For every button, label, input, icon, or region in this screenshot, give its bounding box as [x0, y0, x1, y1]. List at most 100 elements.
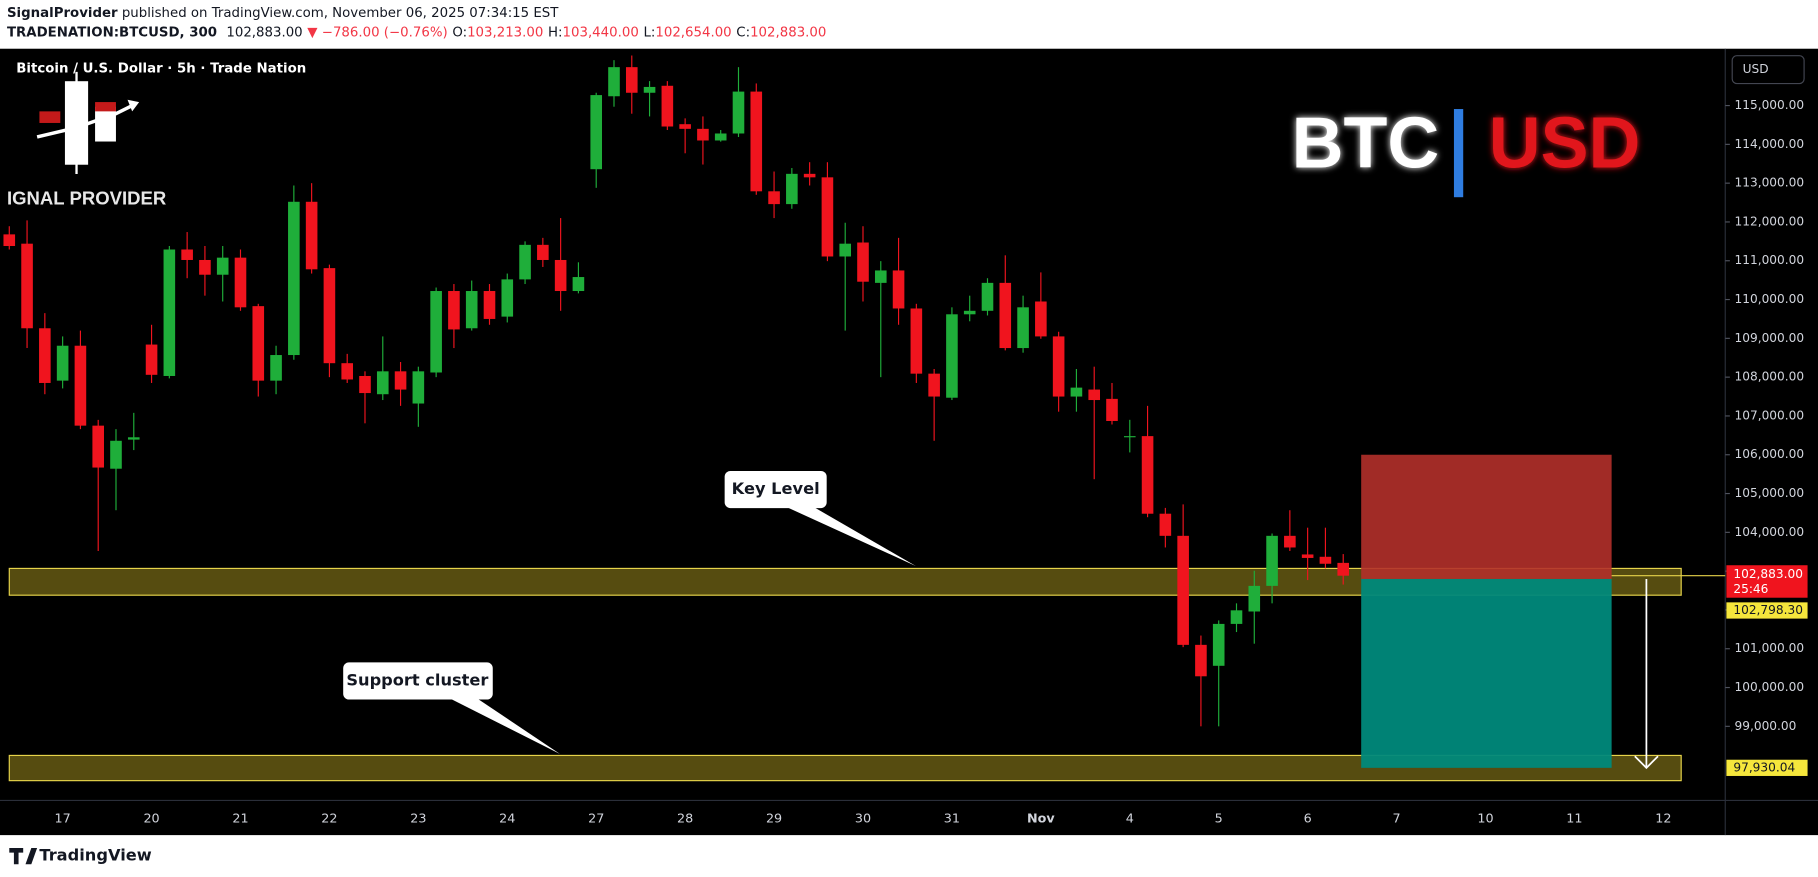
candle-body	[963, 310, 976, 315]
candle-body	[252, 306, 265, 381]
candle-body	[376, 371, 389, 395]
x-tick-label: 12	[1655, 811, 1671, 826]
candle-body	[1230, 610, 1243, 624]
x-tick-label: 31	[944, 811, 960, 826]
candle-body	[1088, 389, 1101, 401]
y-tick-label: 113,000.00	[1735, 176, 1805, 190]
candle-body	[519, 244, 531, 280]
last-price-label: 102,883.00	[1733, 567, 1803, 581]
candle-body	[483, 291, 496, 319]
candle-body	[1159, 513, 1172, 536]
callout-box	[343, 662, 493, 700]
candle-body	[394, 371, 407, 390]
candle-body	[1177, 535, 1189, 645]
y-tick-label: 112,000.00	[1735, 214, 1805, 228]
candle-body	[928, 373, 940, 397]
symbol-line: TRADENATION:BTCUSD, 300 102,883.00 ▼ −786.…	[7, 25, 826, 40]
x-tick-label: 7	[1393, 811, 1401, 826]
target-zone	[1361, 578, 1612, 768]
candle-body	[1301, 554, 1314, 558]
candle-body	[3, 234, 16, 247]
candle-body	[981, 282, 994, 311]
candle-body	[21, 243, 33, 329]
candle-body	[448, 291, 460, 330]
candle-body	[1212, 623, 1225, 666]
y-tick-label: 100,000.00	[1735, 680, 1805, 694]
candle-body	[199, 259, 211, 275]
x-tick-label: 10	[1477, 811, 1493, 826]
footer-bg	[0, 835, 1818, 877]
candle-body	[1284, 535, 1296, 548]
currency-button[interactable]	[1731, 55, 1805, 85]
footer-brand: TradingView	[39, 846, 151, 865]
candle-body	[1266, 535, 1278, 586]
candle-body	[679, 124, 691, 129]
arrow-head	[1634, 755, 1659, 770]
candle-body	[1017, 307, 1029, 349]
header-line: SignalProvider published on TradingView.…	[7, 6, 559, 21]
h-label: H:	[548, 25, 563, 40]
callout-box	[724, 470, 827, 509]
candle-body	[554, 259, 567, 292]
candle-body	[216, 257, 229, 275]
candle-body	[56, 345, 69, 381]
candle-body	[1035, 301, 1047, 337]
change: ▼ −786.00 (−0.76%)	[307, 25, 447, 40]
x-tick-label: 5	[1215, 811, 1223, 826]
countdown: 25:46	[1733, 582, 1768, 596]
candle-body	[288, 201, 300, 356]
candle-body	[39, 328, 51, 383]
h-value: 103,440.00	[563, 25, 639, 40]
x-tick-label: 24	[499, 811, 515, 826]
candle-body	[501, 279, 514, 317]
y-tick-label: 110,000.00	[1735, 292, 1805, 306]
price: 102,883.00	[226, 25, 302, 40]
candle-body	[786, 173, 798, 205]
candle-body	[590, 95, 603, 170]
candle-body	[608, 67, 620, 97]
candle-body	[750, 91, 763, 192]
y-tick-label: 114,000.00	[1735, 137, 1805, 151]
callout-pointer	[783, 505, 916, 567]
provider-logo	[36, 71, 140, 175]
candle-body	[1052, 336, 1065, 397]
author: SignalProvider	[7, 6, 118, 21]
candle-body	[341, 363, 354, 380]
candle-body	[359, 375, 371, 394]
x-tick-label: 28	[677, 811, 693, 826]
candle-body	[163, 249, 176, 376]
x-tick-label: 27	[588, 811, 604, 826]
y-tick-label: 104,000.00	[1735, 525, 1805, 539]
candle-body	[270, 355, 282, 381]
y-tick-label: 105,000.00	[1735, 486, 1805, 500]
entry-tag	[1726, 602, 1808, 619]
x-tick-label: 4	[1126, 811, 1134, 826]
published: published on TradingView.com, November 0…	[122, 6, 559, 21]
currency: USD	[1743, 62, 1769, 76]
y-tick-label: 99,000.00	[1735, 719, 1797, 733]
candle-body	[874, 270, 887, 283]
candle-body	[625, 67, 638, 93]
candle-body	[857, 242, 869, 282]
candle-body	[1141, 436, 1154, 514]
c-label: C:	[736, 25, 750, 40]
candle-body	[537, 244, 549, 260]
x-tick-label: Nov	[1027, 811, 1055, 826]
symbol: TRADENATION:BTCUSD, 300	[7, 25, 217, 40]
y-tick-label: 107,000.00	[1735, 408, 1805, 422]
candle-body	[305, 201, 318, 270]
candle-body	[430, 291, 442, 373]
candle-body	[910, 308, 923, 374]
x-tick-label: 11	[1566, 811, 1582, 826]
candle-body	[1106, 398, 1118, 421]
candle-body	[145, 344, 158, 375]
callout-text: Support cluster	[346, 670, 488, 689]
x-tick-label: 30	[855, 811, 871, 826]
candle-body	[92, 425, 105, 468]
y-tick-label: 106,000.00	[1735, 447, 1805, 461]
c-value: 102,883.00	[750, 25, 826, 40]
candle-body	[1319, 556, 1332, 564]
candle-body	[643, 86, 656, 93]
x-tick-label: 20	[143, 811, 159, 826]
logo-left: BTC	[1292, 103, 1440, 183]
